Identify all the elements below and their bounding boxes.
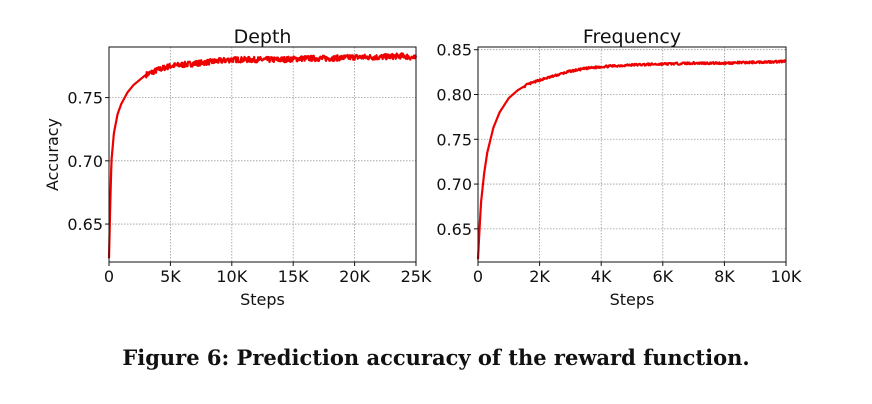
x-tick-label: 0 [473, 267, 483, 286]
y-tick-label: 0.70 [436, 175, 472, 194]
x-tick-label: 10K [771, 267, 802, 286]
x-tick-label: 2K [529, 267, 550, 286]
x-tick-label: 15K [278, 267, 309, 286]
plot-frame [477, 46, 787, 263]
x-axis-label: Steps [610, 290, 655, 309]
x-tick-label: 10K [216, 267, 247, 286]
y-tick-label: 0.70 [67, 152, 103, 171]
plot-frame [108, 46, 417, 263]
depth-panel: 0 5K 10K 15K 20K 25K 0.65 0.70 0.75 Depth Steps Acc… [43, 26, 432, 309]
accuracy-line [476, 59, 787, 260]
x-tick-label: 6K [652, 267, 673, 286]
accuracy-line [107, 52, 418, 259]
x-tick-label: 5K [160, 267, 181, 286]
chart-title: Frequency [583, 26, 681, 48]
y-tick-label: 0.75 [436, 130, 472, 149]
y-tick-label: 0.80 [436, 85, 472, 104]
figure-caption: Figure 6: Prediction accuracy of the rew… [122, 345, 750, 370]
y-tick-label: 0.85 [436, 41, 472, 60]
y-tick-label: 0.65 [67, 215, 103, 234]
y-tick-label: 0.65 [436, 220, 472, 239]
x-tick-label: 4K [591, 267, 612, 286]
x-tick-label: 0 [104, 267, 114, 286]
x-axis-label: Steps [240, 290, 285, 309]
chart-title: Depth [234, 26, 292, 48]
y-tick-label: 0.75 [67, 89, 103, 108]
x-tick-label: 25K [401, 267, 432, 286]
x-tick-label: 8K [714, 267, 735, 286]
x-tick-label: 20K [339, 267, 370, 286]
y-axis-label: Accuracy [43, 118, 62, 191]
frequency-panel: 0 2K 4K 6K 8K 10K 0.65 0.70 0.75 0.80 0.85 Frequenc… [436, 26, 802, 309]
